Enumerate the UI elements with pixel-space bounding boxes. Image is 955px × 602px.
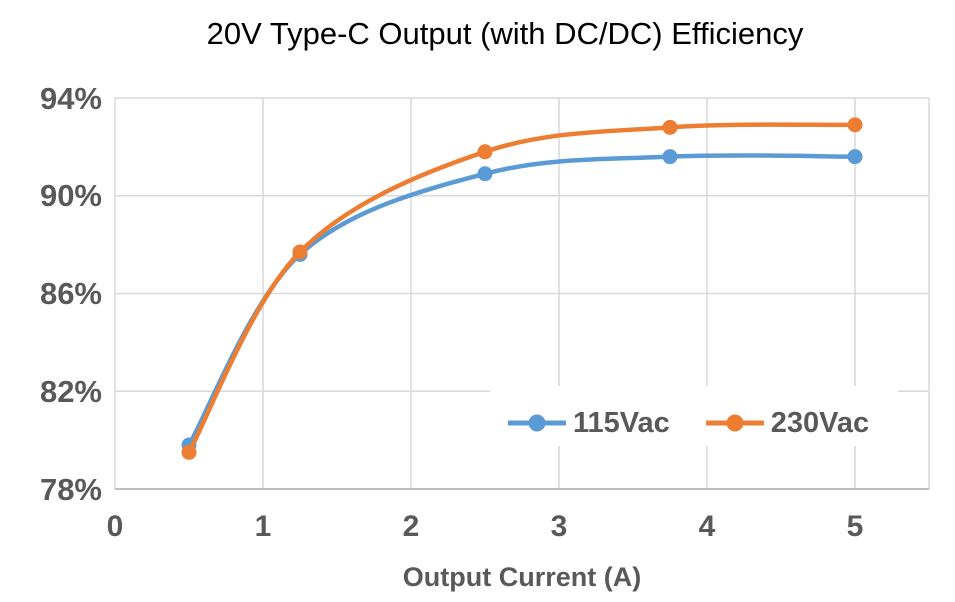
- legend-item-230vac: 230Vac: [705, 406, 870, 439]
- y-tick-label: 90%: [39, 178, 102, 214]
- legend-line-marker-icon: [508, 414, 566, 432]
- y-tick-label: 82%: [39, 373, 102, 409]
- legend-line-marker-icon: [705, 414, 764, 432]
- x-tick-label: 1: [254, 510, 272, 543]
- legend-item-115vac: 115Vac: [508, 406, 670, 439]
- y-tick-label: 94%: [39, 80, 102, 116]
- x-axis-title: Output Current (A): [402, 562, 642, 592]
- legend-label-230vac: 230Vac: [770, 406, 870, 439]
- series-marker-230vac: [847, 117, 863, 133]
- x-tick-label: 3: [550, 510, 568, 543]
- x-tick-label: 5: [846, 510, 864, 543]
- y-tick-label: 78%: [39, 471, 102, 507]
- series-marker-230vac: [662, 119, 678, 135]
- series-marker-230vac: [181, 444, 197, 460]
- series-marker-230vac: [477, 144, 493, 160]
- series-marker-115vac: [662, 149, 678, 165]
- legend: 115Vac 230Vac: [490, 386, 898, 446]
- chart-title: 20V Type-C Output (with DC/DC) Efficienc…: [206, 16, 804, 51]
- x-tick-label: 4: [698, 510, 716, 543]
- legend-label-115vac: 115Vac: [573, 406, 670, 439]
- series-marker-230vac: [292, 244, 308, 260]
- x-tick-label: 0: [106, 510, 124, 543]
- series-marker-115vac: [847, 149, 863, 165]
- series-marker-115vac: [477, 166, 493, 182]
- x-tick-label: 2: [402, 510, 420, 543]
- y-tick-label: 86%: [39, 276, 102, 311]
